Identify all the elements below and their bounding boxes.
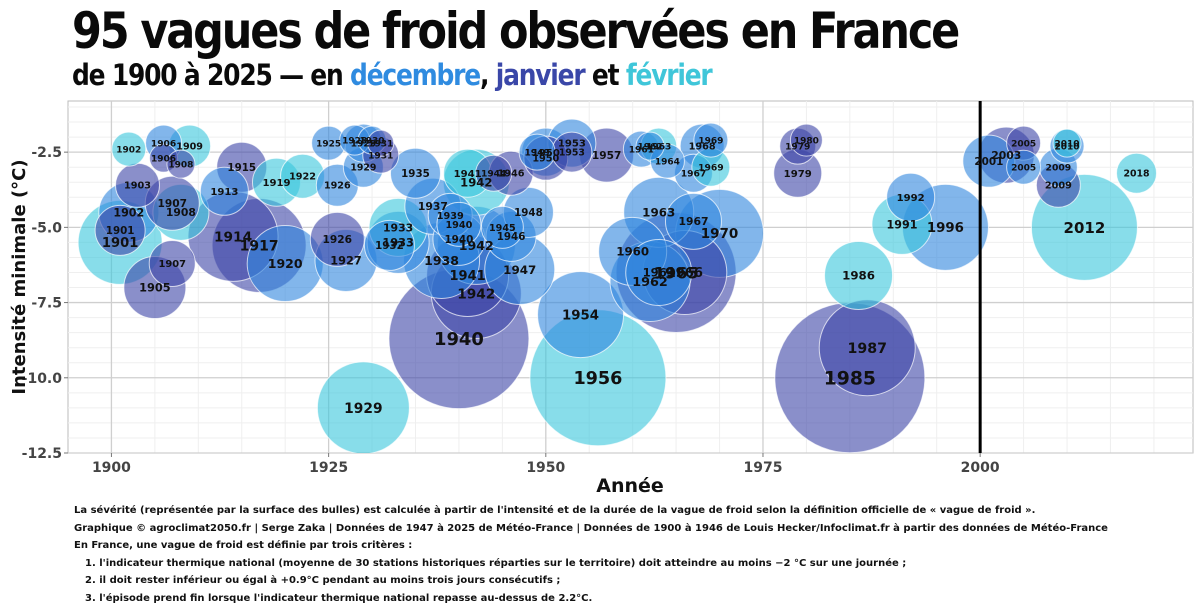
bubble-label: 1991 [887, 218, 918, 231]
bubble-label: 1919 [262, 178, 290, 189]
bubble-label: 1925 [316, 139, 341, 149]
bubble-label: 1940 [444, 234, 473, 246]
bubble-chart: 1985194019561965201219871917192919141942… [0, 0, 1200, 500]
bubble-label: 1909 [176, 142, 203, 153]
bubble-label: 1907 [159, 259, 187, 270]
bubble-label: 2005 [1011, 139, 1036, 149]
bubble-label: 1926 [323, 234, 353, 246]
bubble-label: 1913 [210, 187, 238, 198]
x-tick-label: 2000 [961, 460, 1000, 476]
bubble-label: 1903 [124, 181, 151, 192]
bubble-label: 1957 [592, 150, 622, 162]
bubble-label: 1931 [368, 151, 393, 161]
bubble-label: 1905 [139, 282, 171, 295]
bubble-label: 1953 [559, 148, 585, 159]
bubble-label: 2005 [1011, 163, 1036, 173]
bubble-label: 1922 [289, 172, 316, 183]
bubble-label: 1941 [450, 269, 486, 284]
bubble-label: 1970 [701, 226, 739, 242]
bubble-label: 1902 [113, 206, 144, 219]
bubble-label: 1935 [401, 168, 430, 180]
x-tick-label: 1925 [309, 460, 348, 476]
bubble-label: 1933 [383, 221, 413, 234]
y-tick-label: -12.5 [22, 446, 62, 462]
bubble-label: 2012 [1064, 219, 1106, 237]
x-tick-label: 1950 [526, 460, 565, 476]
bubble-label: 2018 [1123, 169, 1149, 180]
bubble-label: 2010 [1055, 139, 1080, 149]
y-tick-label: -5.0 [31, 220, 62, 236]
bubble-label: 1969 [698, 163, 724, 174]
bubble-label: 1987 [847, 341, 887, 357]
bubble-label: 2009 [1046, 163, 1072, 174]
y-tick-label: -7.5 [31, 296, 62, 312]
bubble-label: 1901 [102, 236, 138, 251]
footnote-definition: En France, une vague de froid est défini… [74, 537, 1184, 555]
bubble-label: 1967 [678, 215, 708, 228]
footnote-critere-2: 2. il doit rester inférieur ou égal à +0… [74, 572, 1184, 590]
bubble-label: 1932 [375, 240, 404, 252]
bubble-label: 1954 [562, 308, 599, 323]
bubble-label: 1901 [106, 225, 135, 237]
bubble-label: 1929 [350, 163, 376, 174]
bubble-label: 1902 [116, 145, 141, 155]
bubble-label: 1906 [151, 139, 176, 149]
y-axis-label: Intensité minimale (°C) [9, 159, 30, 394]
bubble-label: 1992 [897, 193, 925, 204]
bubble-label: 2009 [1045, 181, 1072, 192]
bubble-label: 1914 [214, 229, 252, 245]
bubble-label: 1940 [434, 329, 484, 350]
y-tick-label: -2.5 [31, 145, 62, 161]
bubble-label: 1942 [457, 286, 495, 302]
bubble-label: 1980 [794, 136, 819, 146]
footnotes: La sévérité (représentée par la surface … [74, 502, 1184, 607]
bubble-label: 1940 [445, 220, 472, 231]
footnote-credits: Graphique © agroclimat2050.fr | Serge Za… [74, 520, 1184, 538]
bubble-label: 1986 [842, 269, 875, 283]
bubble-label: 1929 [344, 401, 382, 417]
bubble-label: 1945 [489, 223, 516, 234]
bubble-label: 1960 [616, 245, 649, 259]
bubble-label: 1915 [227, 162, 256, 174]
bubble-label: 1956 [573, 369, 622, 389]
x-axis-label: Année [596, 475, 664, 497]
bubble-label: 1908 [168, 160, 193, 170]
bubble-label: 1948 [514, 207, 543, 219]
x-tick-label: 1975 [743, 460, 782, 476]
bubble-label: 1947 [503, 263, 536, 277]
footnote-severite: La sévérité (représentée par la surface … [74, 502, 1184, 520]
footnote-critere-3: 3. l'épisode prend fin lorsque l'indicat… [74, 590, 1184, 607]
bubble-label: 1941 [454, 169, 482, 180]
bubble-label: 1963 [642, 206, 675, 220]
bubble-label: 1949 [524, 148, 549, 158]
bubble-label: 1927 [330, 255, 361, 268]
bubble-label: 1938 [424, 253, 459, 268]
bubble-label: 1931 [368, 139, 393, 149]
bubble-label: 1920 [268, 256, 303, 271]
bubble-label: 1979 [784, 169, 812, 180]
bubble-label: 1926 [324, 181, 351, 192]
bubble-label: 1944 [481, 169, 506, 179]
bubble-label: 2001 [974, 156, 1003, 168]
bubble-label: 1962 [638, 142, 663, 152]
bubble-label: 1985 [824, 369, 876, 390]
bubble-label: 1996 [927, 221, 964, 236]
footnote-critere-1: 1. l'indicateur thermique national (moye… [74, 555, 1184, 573]
bubble-label: 1964 [655, 157, 680, 167]
bubble-label: 1969 [698, 136, 723, 146]
x-tick-label: 1900 [92, 460, 131, 476]
bubble-label: 1907 [157, 198, 187, 210]
bubble-label: 1963 [643, 266, 675, 280]
